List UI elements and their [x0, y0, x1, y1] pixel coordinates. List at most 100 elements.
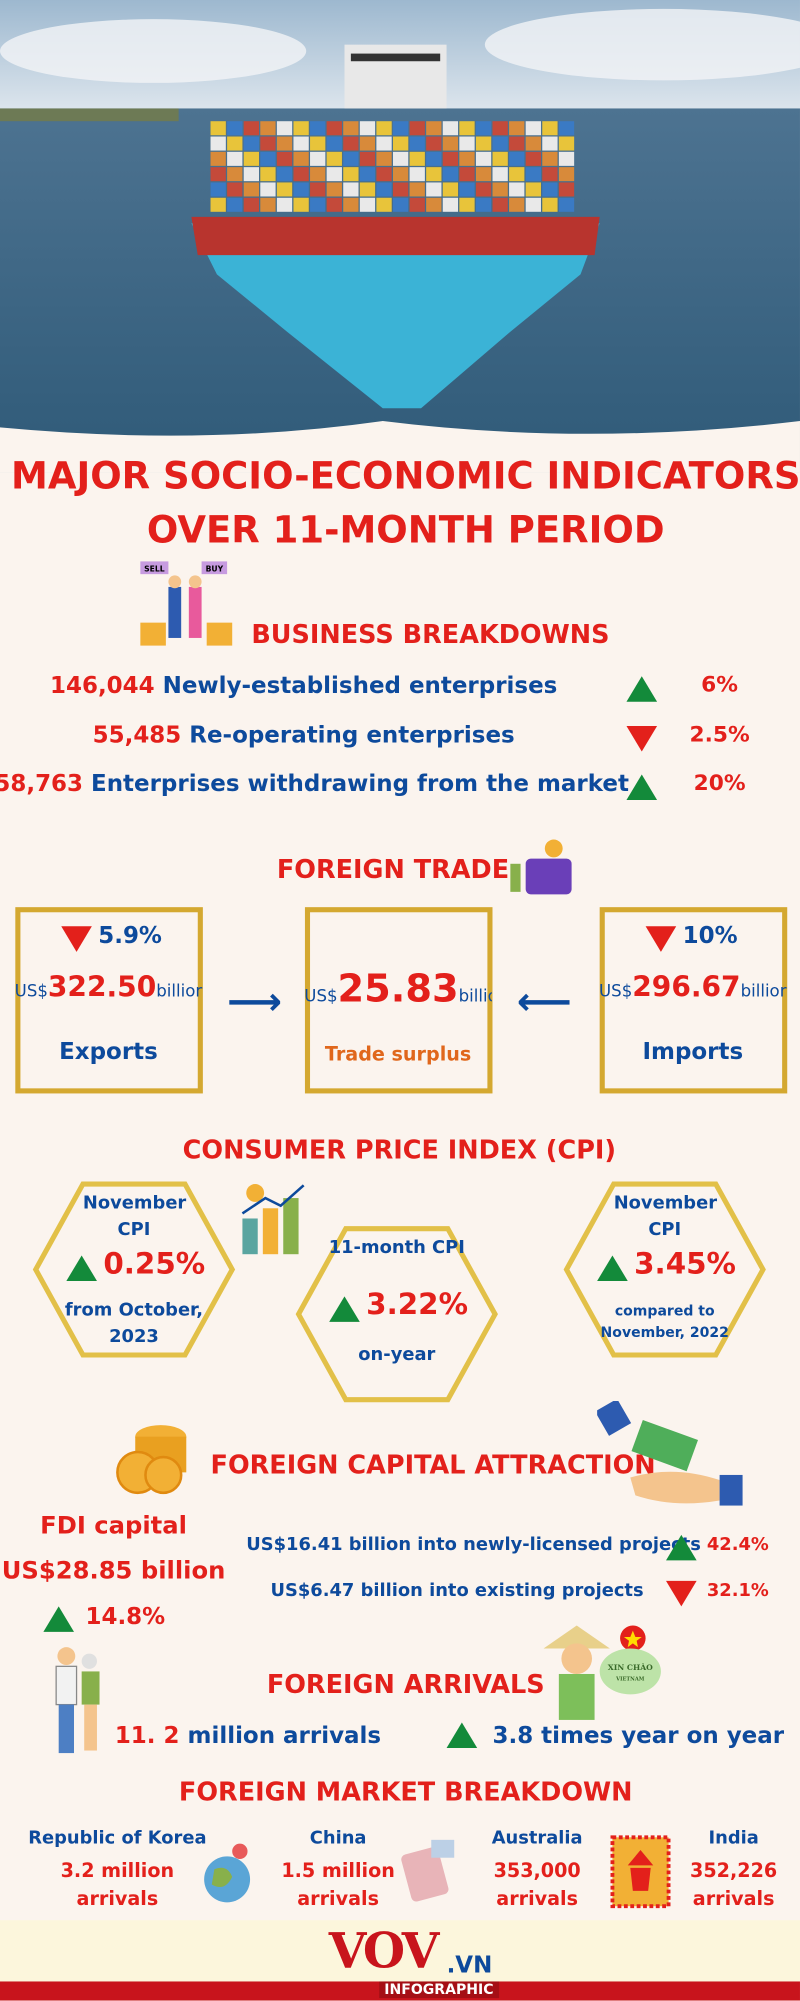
container-block	[542, 151, 558, 166]
cpi-heading: November CPI	[82, 1192, 187, 1241]
footer-tag: INFOGRAPHIC	[379, 1981, 499, 1999]
container-block	[459, 182, 475, 197]
container-block	[409, 121, 425, 136]
arrow-right: ⟶	[227, 979, 282, 1025]
container-block	[310, 151, 326, 166]
arrivals-growth: 3.8 times year on year	[492, 1722, 785, 1750]
container-block	[227, 197, 243, 212]
container-block	[459, 136, 475, 151]
market-unit: arrivals	[692, 1887, 775, 1911]
hexagon-outline	[563, 1181, 766, 1358]
container-block	[426, 121, 442, 136]
container-block	[376, 182, 392, 197]
container-block	[459, 151, 475, 166]
market-unit: arrivals	[496, 1887, 579, 1911]
cpi-heading: November CPI	[613, 1192, 718, 1241]
fdi-row-change: 42.4%	[706, 1534, 769, 1556]
container-block	[492, 121, 508, 136]
business-arrow	[626, 676, 658, 702]
market-country: India	[708, 1828, 759, 1849]
trade-label: Exports	[59, 1038, 158, 1066]
container-block	[359, 197, 376, 212]
cpi-icon	[241, 1184, 305, 1255]
container-block	[426, 136, 442, 151]
container-block	[376, 136, 392, 151]
container-block	[475, 167, 492, 182]
container-block	[293, 167, 309, 182]
container-block	[459, 197, 475, 212]
container-block	[525, 136, 541, 151]
tourists-icon	[55, 1647, 100, 1754]
container-block	[376, 167, 392, 182]
cpi-hexagon	[563, 1181, 766, 1358]
fdi-row-arrow	[666, 1534, 697, 1561]
badge-line-2: VIETNAM	[615, 1676, 645, 1682]
container-block	[409, 136, 425, 151]
passport-icon	[401, 1839, 455, 1902]
business-icon: SELL BUY	[140, 561, 233, 646]
container-block	[293, 182, 309, 197]
market-unit: arrivals	[76, 1887, 159, 1911]
trade-unit: billion	[458, 987, 492, 1007]
container-block	[426, 167, 442, 182]
fdi-capital-label: FDI capital	[40, 1511, 187, 1541]
container-block	[326, 167, 342, 182]
container-block	[227, 136, 243, 151]
container-block	[392, 121, 409, 136]
container-block	[459, 121, 475, 136]
coins-icon	[116, 1425, 187, 1495]
container-block	[525, 151, 541, 166]
container-block	[376, 121, 392, 136]
cpi-note: compared to November, 2022	[600, 1302, 729, 1341]
container-block	[260, 182, 276, 197]
container-block	[276, 167, 293, 182]
container-block	[243, 136, 260, 151]
container-block	[326, 136, 342, 151]
container-block	[210, 182, 226, 197]
container-block	[442, 136, 459, 151]
container-block	[276, 151, 293, 166]
globe-icon	[204, 1843, 251, 1903]
container-block	[542, 121, 558, 136]
market-count: 3.2 million	[60, 1858, 175, 1882]
container-block	[475, 136, 492, 151]
market-count: 1.5 million	[281, 1858, 395, 1882]
hexagon-outline	[295, 1226, 498, 1403]
hexagon-outline	[32, 1181, 236, 1358]
title-line-2: OVER 11-MONTH PERIOD	[146, 507, 665, 552]
arrow-left: ⟵	[516, 979, 572, 1025]
container-block	[343, 197, 359, 212]
fdi-capital-value: US$28.85 billion	[1, 1556, 226, 1585]
market-unit: arrivals	[297, 1887, 379, 1911]
business-arrow	[626, 725, 658, 752]
footer-domain: .VN	[446, 1952, 493, 1979]
container-block	[260, 151, 276, 166]
trade-arrow	[61, 926, 92, 952]
business-label: Enterprises withdrawing from the market	[91, 770, 629, 798]
hero-ship-image	[0, 0, 800, 473]
trade-label: Imports	[642, 1038, 744, 1066]
trade-amount-line: US$296.67billion	[599, 972, 787, 1004]
cpi-heading: 11-month CPI	[328, 1237, 465, 1259]
market-country: China	[309, 1828, 367, 1849]
container-block	[293, 121, 309, 136]
trade-box	[599, 907, 788, 1094]
fdi-title: FOREIGN CAPITAL ATTRACTION	[210, 1449, 656, 1481]
trade-amount-line: US$25.83billion	[304, 967, 492, 1012]
trade-box	[304, 907, 493, 1094]
arrivals-title: FOREIGN ARRIVALS	[266, 1668, 545, 1700]
container-block	[542, 136, 558, 151]
cpi-note: on-year	[358, 1344, 436, 1366]
container-block	[442, 167, 459, 182]
fdi-row-text: US$6.47 billion into existing projects	[270, 1580, 644, 1602]
container-block	[459, 167, 475, 182]
container-block	[276, 182, 293, 197]
container-block	[525, 197, 541, 212]
container-block	[558, 151, 575, 166]
market-count: 353,000	[493, 1858, 581, 1882]
container-block	[310, 136, 326, 151]
container-block	[542, 182, 558, 197]
container-block	[509, 182, 525, 197]
container-block	[475, 182, 492, 197]
